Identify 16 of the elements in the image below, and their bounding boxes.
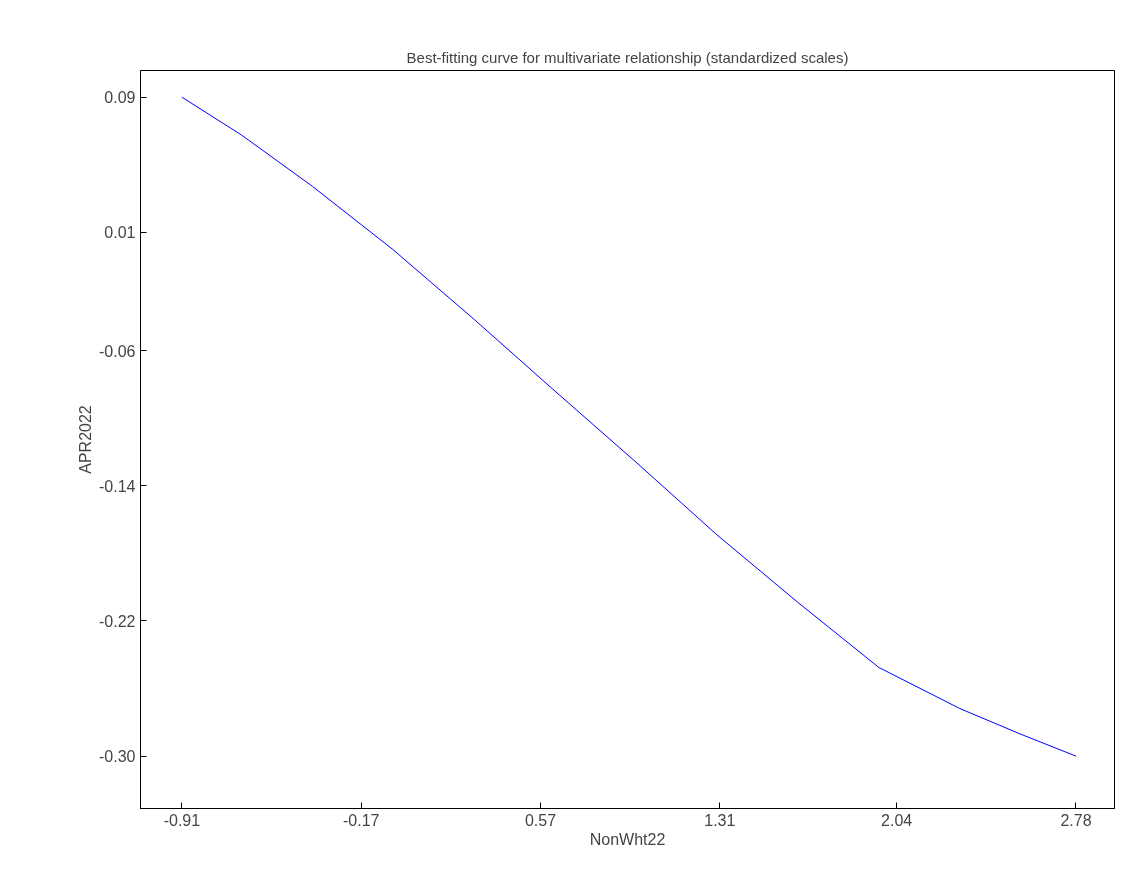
x-axis-title: NonWht22 (589, 830, 666, 848)
x-tick-label: 0.57 (524, 811, 557, 829)
x-tick-label: -0.91 (163, 811, 201, 829)
x-tick-label: 2.04 (881, 811, 913, 829)
chart-title: Best-fitting curve for multivariate relationship (standardized scales) (406, 48, 849, 66)
y-tick-label: -0.22 (99, 612, 136, 630)
y-tick-label: -0.30 (99, 748, 136, 766)
x-tick-label: 2.78 (1060, 811, 1092, 829)
y-tick-label: -0.14 (99, 477, 136, 495)
x-tick-label: -0.17 (342, 811, 380, 829)
line-series (181, 96, 1077, 757)
x-tick-label: 1.31 (704, 811, 736, 829)
y-tick-label: 0.09 (104, 89, 136, 107)
y-tick-label: 0.01 (104, 224, 136, 242)
y-tick-label: -0.06 (99, 342, 136, 360)
y-axis-title: APR2022 (77, 405, 95, 474)
